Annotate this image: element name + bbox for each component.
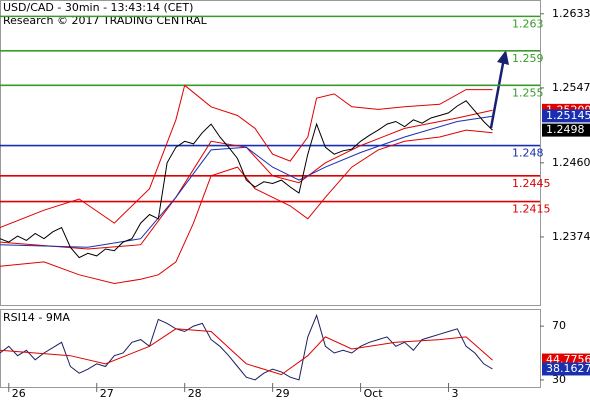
y-tick-label: 1.2460	[552, 156, 590, 169]
price-marker-label: 38.1627	[546, 362, 590, 375]
y-tick-label: 30	[552, 373, 566, 386]
x-tick-label: 27	[100, 387, 114, 400]
price-marker-label: 1.2498	[546, 123, 585, 136]
level-label: 1.248	[512, 147, 544, 160]
price-panel	[0, 0, 541, 306]
level-label: 1.263	[512, 17, 544, 30]
x-tick-label: 28	[188, 387, 202, 400]
series-line	[0, 115, 493, 248]
x-tick-label: Oct	[364, 387, 384, 400]
level-label: 1.2445	[512, 177, 551, 190]
series-line	[0, 313, 493, 381]
price-marker	[542, 109, 590, 123]
x-tick-label: 29	[276, 387, 290, 400]
price-marker-label: 1.25145	[546, 109, 590, 122]
series-line	[0, 328, 493, 376]
forecast-arrow	[489, 57, 506, 129]
series-line	[0, 100, 493, 259]
series-line	[0, 109, 493, 250]
y-tick-label: 1.2633	[552, 7, 590, 20]
y-tick-label: 1.2547	[552, 81, 590, 94]
price-marker	[542, 123, 590, 137]
level-label: 1.259	[512, 52, 544, 65]
level-label: 1.2415	[512, 203, 551, 216]
y-tick-label: 70	[552, 319, 566, 332]
series-line	[0, 84, 493, 228]
price-marker	[542, 362, 590, 376]
chart-title: USD/CAD - 30min - 13:43:14 (CET)	[3, 1, 193, 14]
x-tick-label: 26	[12, 387, 26, 400]
y-tick-label: 1.2374	[552, 230, 590, 243]
chart-subtitle: Research © 2017 TRADING CENTRAL	[3, 14, 208, 27]
x-tick-label: 3	[452, 387, 459, 400]
arrow-head	[497, 50, 509, 65]
rsi-panel	[0, 309, 541, 388]
series-line	[0, 129, 493, 285]
level-label: 1.255	[512, 86, 544, 99]
rsi-title: RSI14 - 9MA	[3, 311, 70, 324]
